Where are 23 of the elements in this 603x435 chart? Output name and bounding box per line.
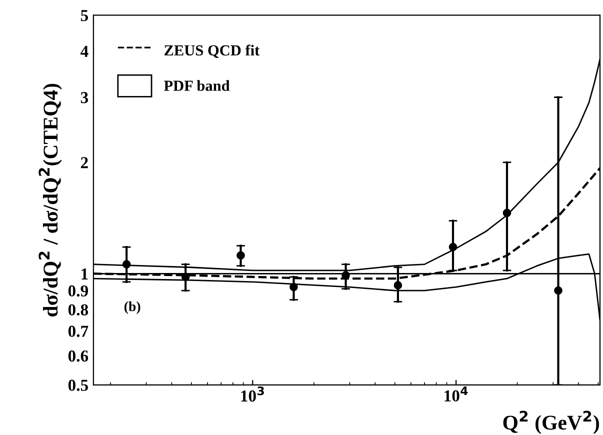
legend-label: PDF band — [164, 80, 230, 91]
y-tick-label: 0.6 — [68, 350, 88, 362]
point — [448, 242, 458, 252]
y-tick-label: 2 — [80, 157, 88, 168]
y-tick-label: 5 — [80, 10, 88, 22]
x-tick-label: 10$^{4}$ — [444, 386, 468, 402]
annotation: (b) — [124, 301, 140, 314]
y-axis-title: dσ/dQ$^{2}$ / dσ/dQ$^{2}$(CTEQ4) — [38, 84, 62, 316]
point — [181, 272, 190, 282]
y-tick-label: 0.5 — [68, 380, 88, 391]
x-axis-title: Q$^{2}$ (GeV$^{2}$) — [503, 410, 599, 434]
point — [502, 208, 512, 218]
point — [394, 281, 402, 290]
y-tick-label: 1 — [82, 268, 88, 280]
y-tick-label: 4 — [80, 46, 88, 57]
y-tick-label: 3 — [80, 92, 88, 104]
point — [290, 282, 298, 292]
y-tick-label: 0.7 — [68, 326, 88, 337]
y-tick-label: 0.8 — [68, 304, 88, 316]
y-tick-label: 0.9 — [68, 285, 88, 297]
point — [342, 271, 350, 280]
legend-label: ZEUS QCD fit — [164, 44, 260, 58]
x-tick-label: 10$^{3}$ — [241, 386, 264, 402]
